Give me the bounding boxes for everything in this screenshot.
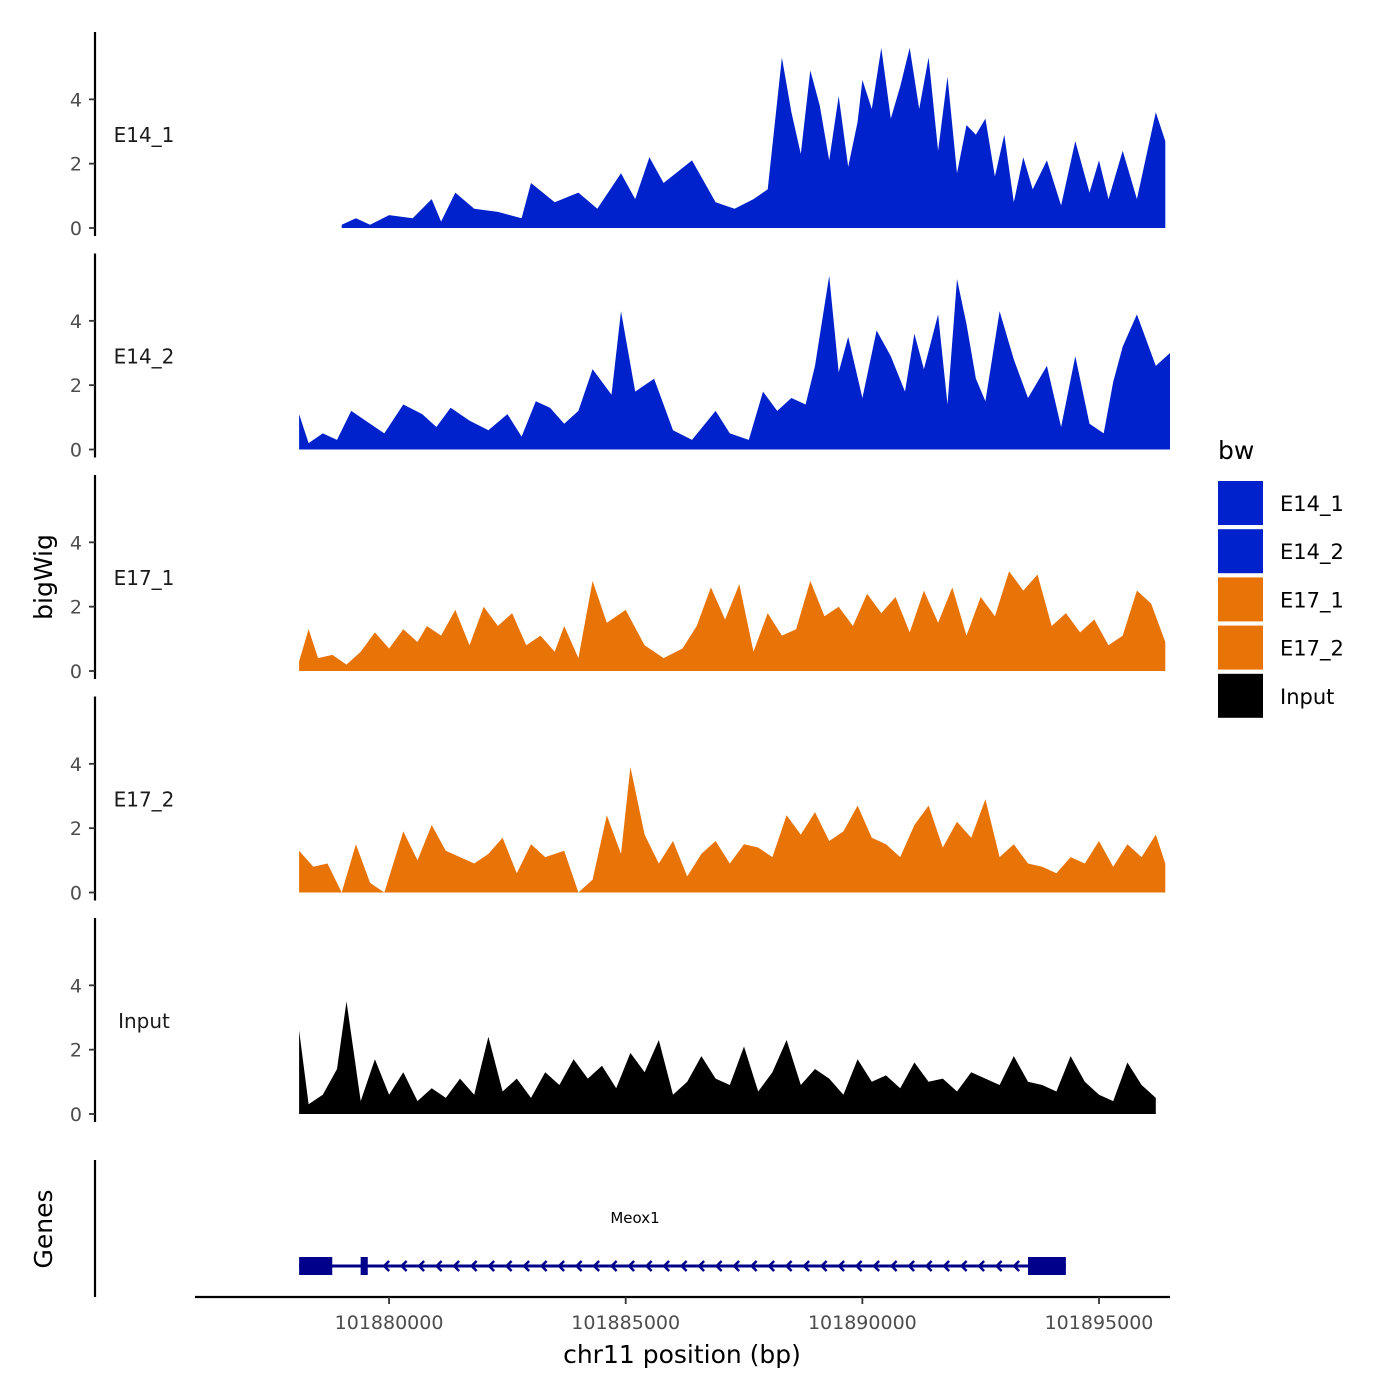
x-tick-label: 101880000 bbox=[335, 1312, 444, 1334]
genes-track: Genes Meox1 bbox=[29, 1160, 1066, 1297]
strand-arrow bbox=[417, 1260, 426, 1272]
strand-arrow bbox=[1012, 1260, 1021, 1272]
strand-arrow bbox=[837, 1260, 846, 1272]
strand-arrow bbox=[784, 1260, 793, 1272]
strand-arrow bbox=[994, 1260, 1003, 1272]
area-E14_1 bbox=[341, 47, 1166, 229]
legend-item-Input: Input bbox=[1218, 673, 1334, 718]
y-tick-label: 2 bbox=[70, 597, 82, 619]
track-panel-E14_2: 0 2 4 E14_2 bbox=[70, 253, 1171, 462]
y-tick-label: 4 bbox=[70, 532, 82, 554]
area-E17_2 bbox=[299, 767, 1166, 893]
legend-label: E14_1 bbox=[1280, 492, 1344, 517]
exon bbox=[299, 1257, 333, 1275]
y-tick-label: 4 bbox=[70, 89, 82, 111]
legend-label: E17_1 bbox=[1280, 588, 1344, 613]
y-tick-label: 0 bbox=[70, 440, 82, 462]
legend-label: E17_2 bbox=[1280, 637, 1344, 662]
strand-arrow bbox=[714, 1260, 723, 1272]
track-label: E17_2 bbox=[114, 788, 175, 812]
x-tick-label: 101895000 bbox=[1045, 1312, 1154, 1334]
legend-swatch bbox=[1218, 625, 1263, 670]
legend-item-E14_2: E14_2 bbox=[1218, 529, 1344, 574]
y-tick-label: 4 bbox=[70, 754, 82, 776]
strand-arrow bbox=[749, 1260, 758, 1272]
legend-swatch bbox=[1218, 577, 1263, 622]
strand-arrow bbox=[819, 1260, 828, 1272]
strand-arrow bbox=[959, 1260, 968, 1272]
strand-arrow bbox=[924, 1260, 933, 1272]
strand-arrow bbox=[767, 1260, 776, 1272]
y-tick-label: 2 bbox=[70, 1040, 82, 1062]
legend-swatch bbox=[1218, 673, 1263, 718]
strand-arrow bbox=[399, 1260, 408, 1272]
strand-arrow bbox=[469, 1260, 478, 1272]
strand-arrow bbox=[592, 1260, 601, 1272]
strand-arrow bbox=[522, 1260, 531, 1272]
legend-item-E17_2: E17_2 bbox=[1218, 625, 1344, 670]
track-panel-E17_1: 0 2 4 E17_1 bbox=[70, 475, 1166, 683]
legend-title: bw bbox=[1218, 436, 1254, 465]
y-tick-label: 2 bbox=[70, 154, 82, 176]
strand-arrow bbox=[889, 1260, 898, 1272]
exon bbox=[1028, 1257, 1066, 1275]
strand-arrow bbox=[452, 1260, 461, 1272]
strand-arrow bbox=[697, 1260, 706, 1272]
y-tick-label: 0 bbox=[70, 218, 82, 240]
area-Input bbox=[299, 1001, 1156, 1114]
strand-arrow bbox=[644, 1260, 653, 1272]
strand-arrow bbox=[487, 1260, 496, 1272]
legend-item-E14_1: E14_1 bbox=[1218, 481, 1344, 525]
strand-arrow bbox=[574, 1260, 583, 1272]
strand-arrow bbox=[504, 1260, 513, 1272]
strand-arrow bbox=[382, 1260, 391, 1272]
strand-arrow bbox=[434, 1260, 443, 1272]
track-label: Input bbox=[118, 1009, 170, 1033]
strand-arrow bbox=[662, 1260, 671, 1272]
strand-arrow bbox=[679, 1260, 688, 1272]
track-panel-E17_2: 0 2 4 E17_2 bbox=[70, 696, 1166, 905]
y-tick-label: 0 bbox=[70, 883, 82, 905]
track-label: E14_2 bbox=[114, 345, 175, 369]
x-tick-label: 101890000 bbox=[808, 1312, 917, 1334]
y-tick-label: 4 bbox=[70, 311, 82, 333]
y-tick-label: 2 bbox=[70, 818, 82, 840]
x-axis-title: chr11 position (bp) bbox=[563, 1340, 801, 1369]
strand-arrow bbox=[977, 1260, 986, 1272]
genes-track-title: Genes bbox=[29, 1189, 58, 1268]
strand-arrow bbox=[557, 1260, 566, 1272]
legend-swatch bbox=[1218, 529, 1263, 574]
strand-arrow bbox=[802, 1260, 811, 1272]
legend-swatch bbox=[1218, 481, 1263, 525]
strand-arrow bbox=[854, 1260, 863, 1272]
strand-arrow bbox=[907, 1260, 916, 1272]
track-panels: 0 2 4 E14_1 0 2 4 E14_2 0 2 4 E17_1 0 2 4 E17_2 0 2 4 Input bbox=[70, 32, 1171, 1126]
y-tick-label: 0 bbox=[70, 1104, 82, 1126]
strand-arrow bbox=[609, 1260, 618, 1272]
track-panel-E14_1: 0 2 4 E14_1 bbox=[70, 32, 1166, 240]
track-label: E17_1 bbox=[114, 566, 175, 590]
strand-arrow bbox=[872, 1260, 881, 1272]
x-tick-label: 101885000 bbox=[571, 1312, 680, 1334]
strand-arrow bbox=[732, 1260, 741, 1272]
exon bbox=[360, 1257, 368, 1275]
y-tick-label: 2 bbox=[70, 375, 82, 397]
area-E17_1 bbox=[299, 571, 1166, 671]
track-panel-Input: 0 2 4 Input bbox=[70, 918, 1156, 1126]
gene-label: Meox1 bbox=[610, 1209, 659, 1227]
x-axis-ticks: 101880000 101885000 101890000 101895000 bbox=[335, 1297, 1154, 1334]
legend-item-E17_1: E17_1 bbox=[1218, 577, 1344, 622]
strand-arrow bbox=[627, 1260, 636, 1272]
y-tick-label: 0 bbox=[70, 661, 82, 683]
strand-arrow bbox=[942, 1260, 951, 1272]
area-E14_2 bbox=[299, 275, 1171, 450]
track-label: E14_1 bbox=[114, 123, 175, 147]
legend-label: E14_2 bbox=[1280, 540, 1344, 565]
y-axis-title: bigWig bbox=[29, 534, 58, 620]
y-tick-label: 4 bbox=[70, 975, 82, 997]
strand-arrow bbox=[539, 1260, 548, 1272]
legend: bw E14_1 E14_2 E17_1 E17_2 Input bbox=[1218, 436, 1344, 718]
legend-label: Input bbox=[1280, 685, 1334, 709]
